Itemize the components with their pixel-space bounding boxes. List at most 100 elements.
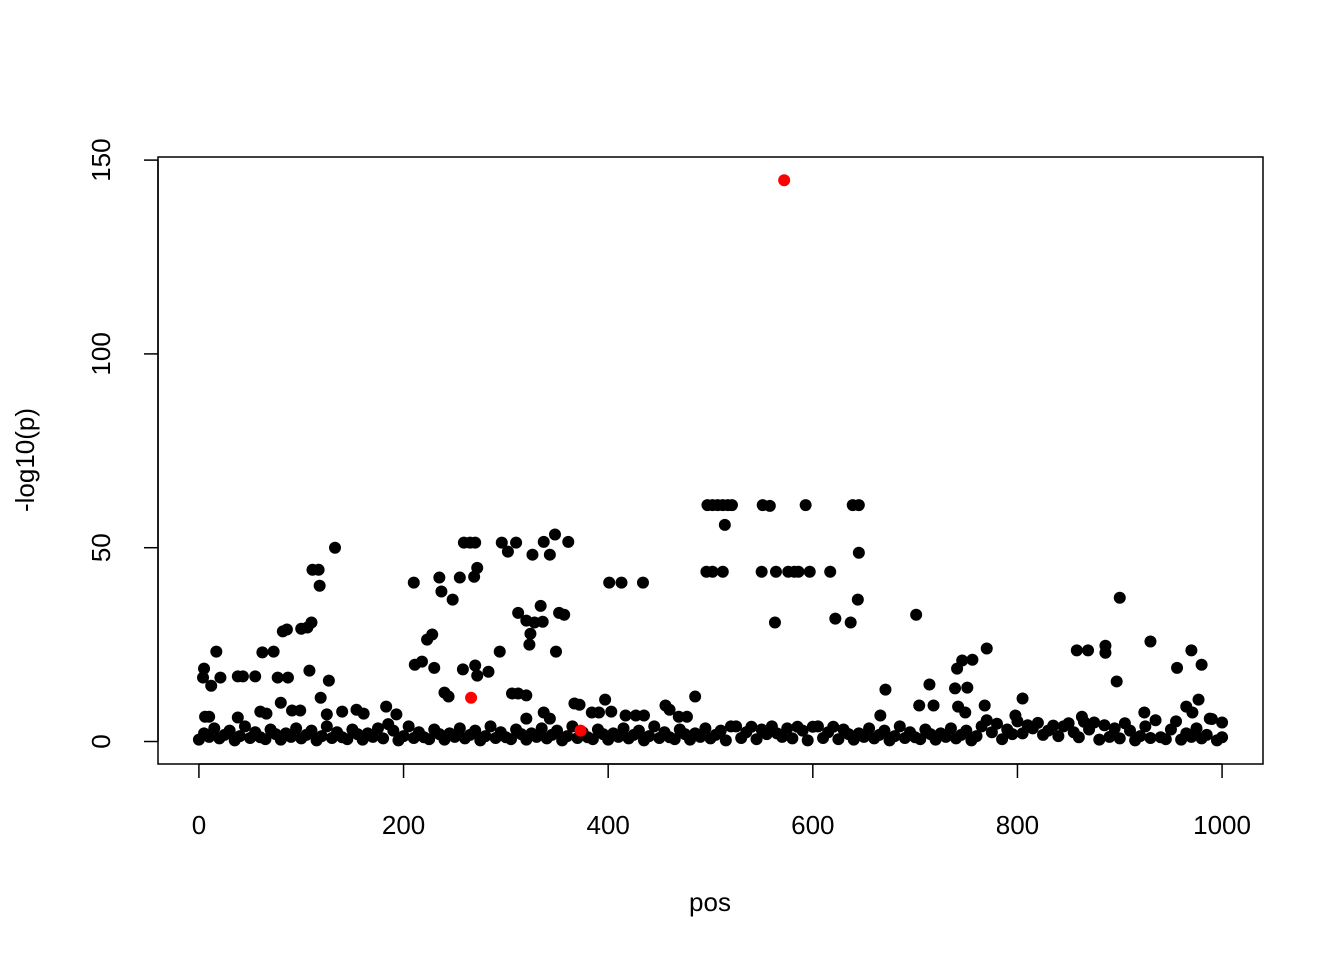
data-point [874,709,887,722]
data-point [203,710,216,723]
data-point [829,612,842,625]
y-axis: 0 50 100 150 [86,138,159,749]
data-point [978,699,991,712]
data-point [755,565,768,578]
data-point [320,720,333,733]
data-point [534,599,547,612]
data-point [952,700,965,713]
x-tick-label: 0 [192,810,206,840]
data-point [535,722,548,735]
data-point [543,712,556,725]
data-point [380,700,393,713]
data-point [520,712,533,725]
data-point [377,732,390,745]
data-point [471,561,484,574]
data-point [313,579,326,592]
data-point [632,724,645,737]
data-point [336,705,349,718]
data-point [750,733,763,746]
data-point [267,645,280,658]
data-point [893,720,906,733]
data-point [768,616,781,629]
y-tick-label: 0 [86,734,116,748]
data-point [423,733,436,746]
data-point [402,720,415,733]
data-point [1047,719,1060,732]
x-tick-label: 1000 [1193,810,1251,840]
data-point [223,724,236,737]
data-point [944,722,957,735]
data-point [1205,713,1218,726]
data-point [763,499,776,512]
data-point [1159,733,1172,746]
data-point [1200,728,1213,741]
data-point [927,699,940,712]
data-point [719,734,732,747]
data-point [442,690,455,703]
x-tick-label: 400 [586,810,629,840]
data-point [371,722,384,735]
data-point [1006,728,1019,741]
data-point [205,679,218,692]
data-point [407,576,420,589]
data-point [495,536,508,549]
data-point [956,654,969,667]
data-point [1011,715,1024,728]
data-point [617,722,630,735]
data-point [1186,706,1199,719]
data-point [1171,661,1184,674]
data-point [803,565,816,578]
data-point [1139,720,1152,733]
data-point [668,733,681,746]
data-point [689,690,702,703]
data-point [320,708,333,721]
data-point [281,671,294,684]
data-point [238,720,251,733]
data-point [397,730,410,743]
data-point [322,674,335,687]
data-point [1138,706,1151,719]
data-point [1031,716,1044,729]
data-point [996,733,1009,746]
data-point [562,535,575,548]
data-point [1082,644,1095,657]
data-point [1144,732,1157,745]
data-point [603,576,616,589]
data-point [852,499,865,512]
data-point [913,699,926,712]
data-point [387,724,400,737]
data-point [520,689,533,702]
data-point [636,576,649,589]
data-point [990,717,1003,730]
data-point [504,733,517,746]
data-point [1108,722,1121,735]
data-point [923,678,936,691]
data-point [198,662,211,675]
data-point [482,665,495,678]
data-point [730,720,743,733]
plot-frame [157,156,1264,765]
data-point [648,720,661,733]
data-point [329,541,342,554]
data-point [949,682,962,695]
x-axis-label: pos [689,887,731,917]
data-point [426,628,439,641]
data-point [910,608,923,621]
data-point [970,730,983,743]
data-point [1192,693,1205,706]
data-point [524,627,537,640]
data-point [305,724,318,737]
data-point [233,730,246,743]
data-point [312,563,325,576]
y-axis-label: -log10(p) [10,408,40,512]
data-point [550,645,563,658]
data-point [453,571,466,584]
data-point [799,499,812,512]
y-tick-label: 100 [86,332,116,375]
data-point [851,593,864,606]
data-point [796,724,809,737]
data-point [980,714,993,727]
data-point [1113,732,1126,745]
data-point [706,565,719,578]
